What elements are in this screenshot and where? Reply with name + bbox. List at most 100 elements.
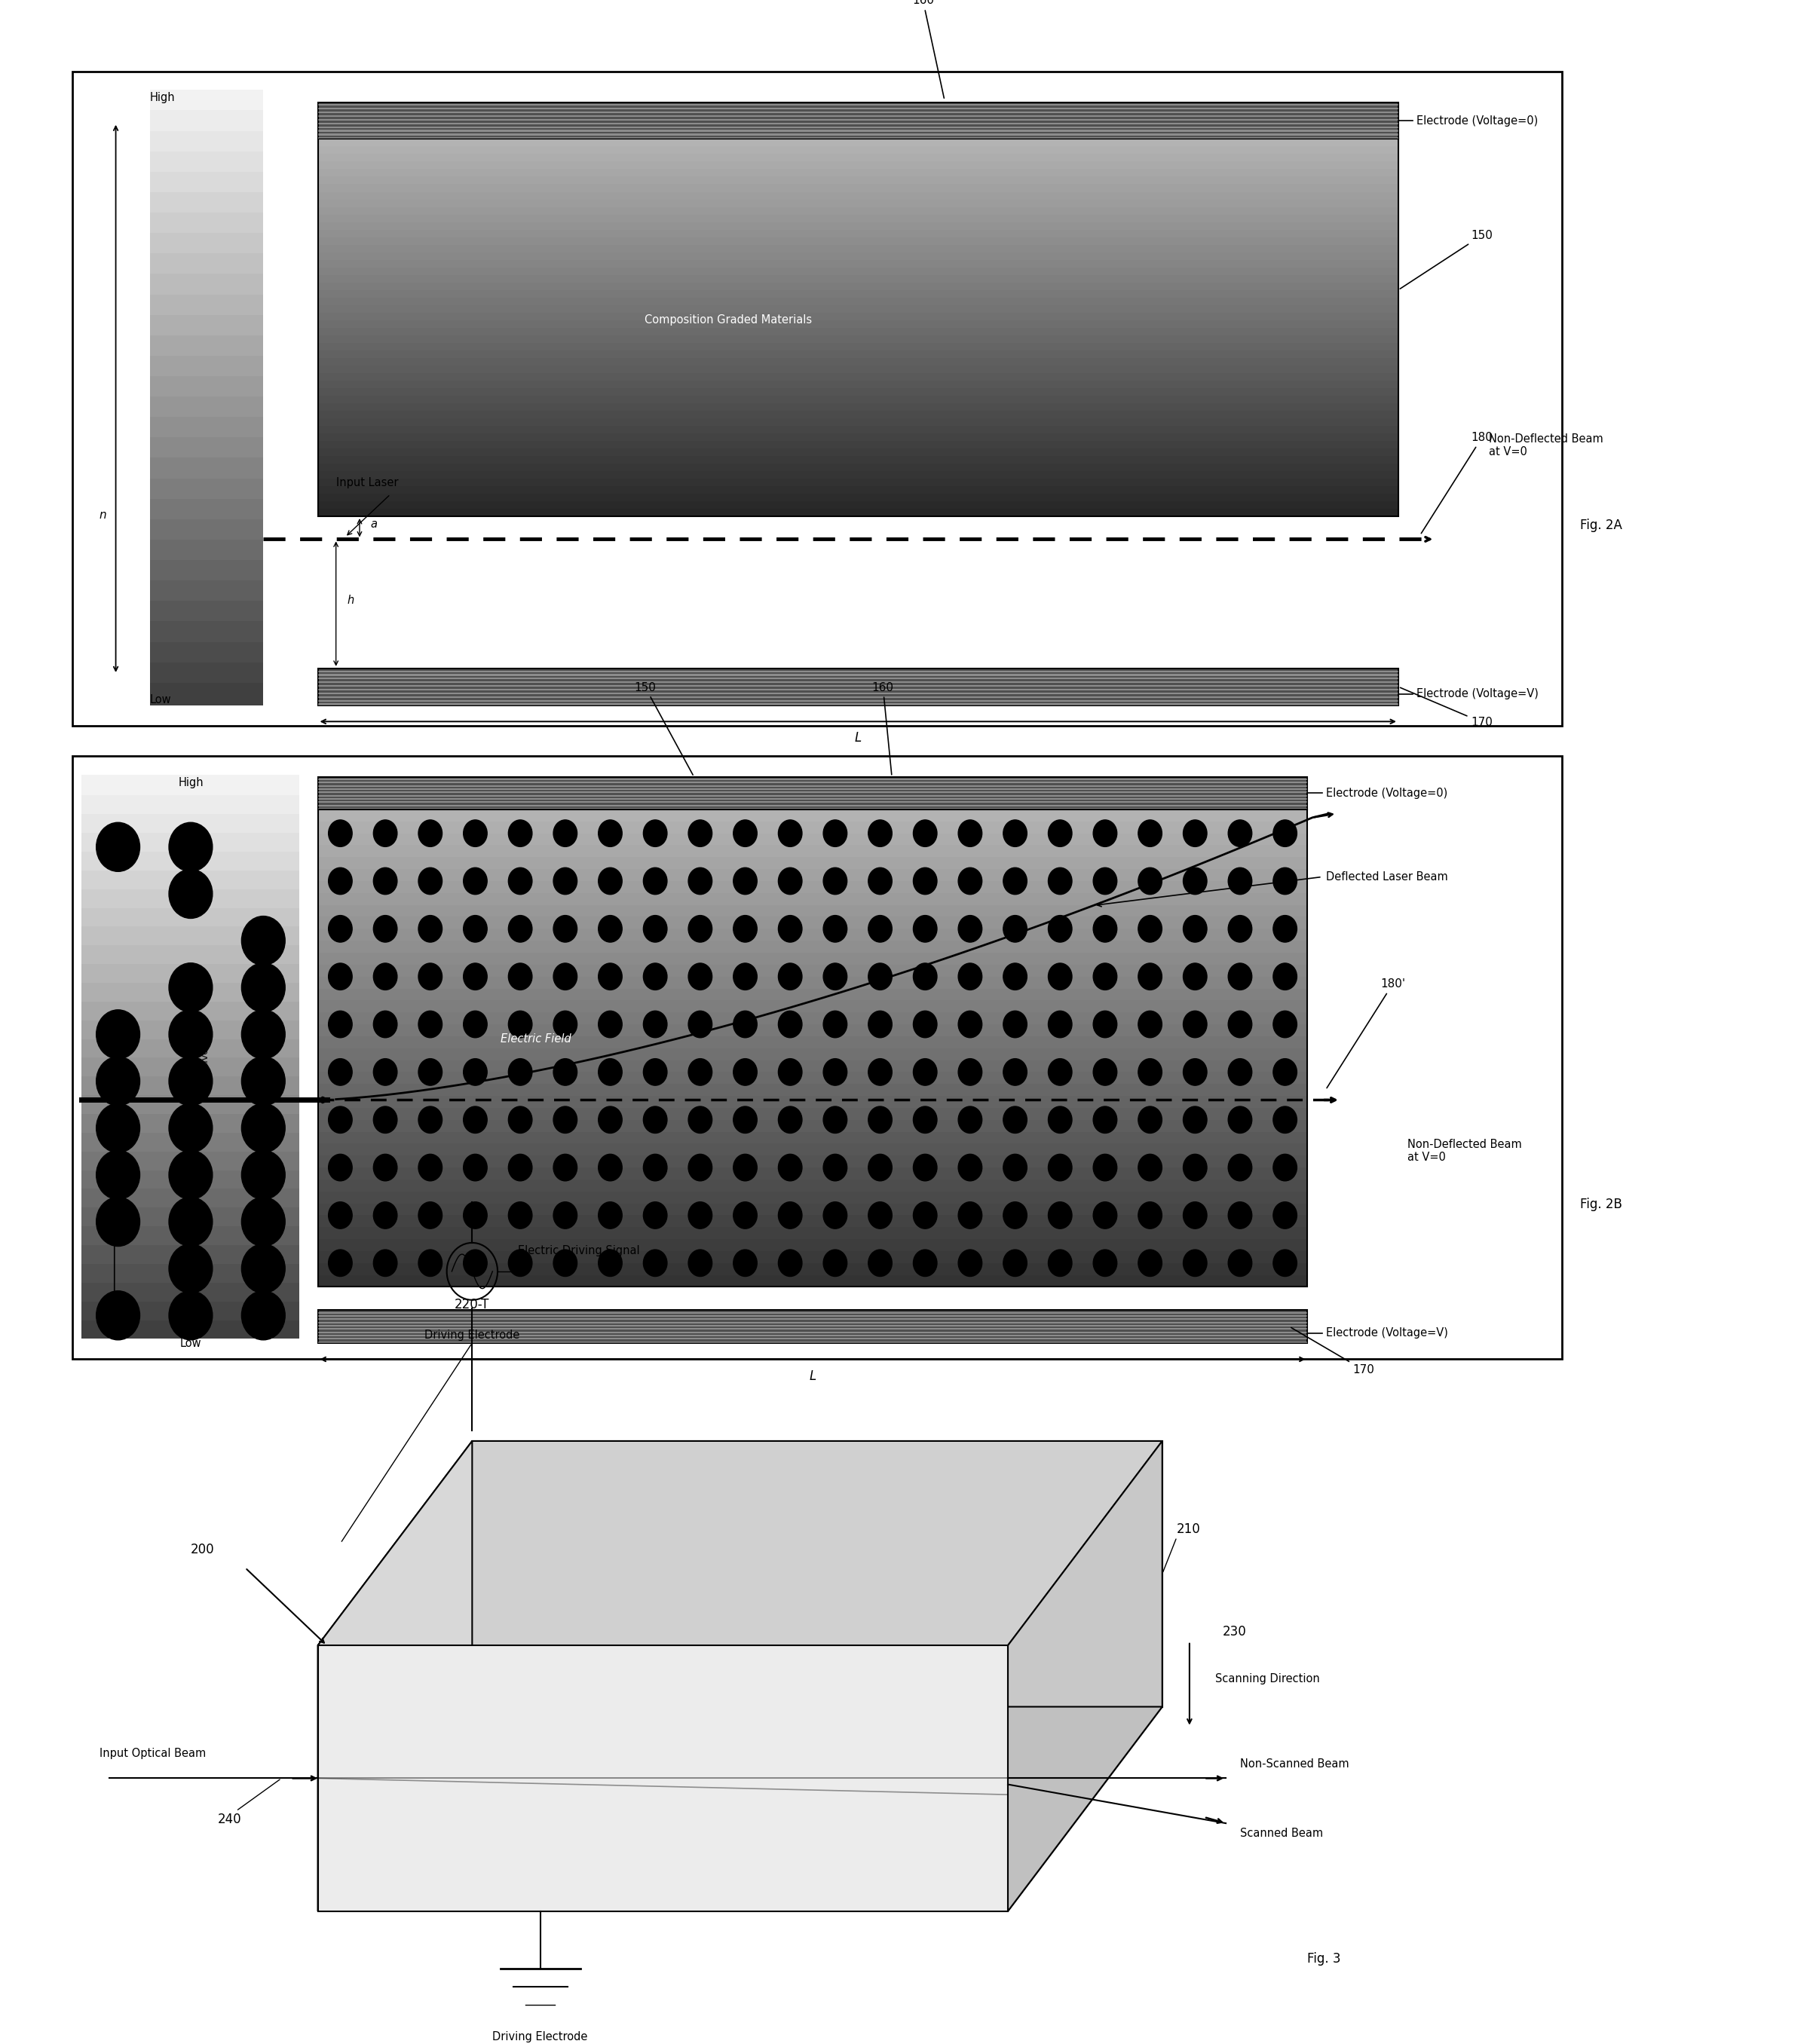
Circle shape [1273,963,1297,989]
Circle shape [959,820,982,846]
Bar [73,756,1562,1359]
Bar [82,963,300,983]
Circle shape [868,963,892,989]
Circle shape [913,820,937,846]
Text: Non-Deflected Beam
at V=0: Non-Deflected Beam at V=0 [1407,1139,1522,1163]
Circle shape [1002,1106,1028,1132]
Text: Fig. 3: Fig. 3 [1308,1952,1340,1964]
Circle shape [242,1104,285,1153]
Circle shape [913,916,937,942]
Bar [82,1206,300,1226]
Circle shape [1139,867,1162,895]
Circle shape [242,1057,285,1106]
Circle shape [554,963,577,989]
Circle shape [554,1012,577,1038]
Circle shape [374,1106,398,1132]
Circle shape [1093,820,1117,846]
Circle shape [1184,820,1208,846]
Polygon shape [1008,1441,1162,1911]
Text: Low: Low [149,693,171,705]
Bar [318,137,1398,147]
Bar [82,1130,300,1151]
Bar [149,478,263,501]
Circle shape [554,1202,577,1228]
Circle shape [779,1202,803,1228]
Circle shape [329,1106,352,1132]
Circle shape [597,1202,623,1228]
Circle shape [823,1202,846,1228]
Circle shape [1093,1059,1117,1085]
Bar [318,1273,1308,1288]
Circle shape [242,1151,285,1200]
Bar [82,1018,300,1038]
Bar [149,172,263,194]
Circle shape [959,867,982,895]
Text: High: High [178,777,203,789]
Bar [82,1036,300,1059]
Bar [149,417,263,439]
Bar [149,131,263,153]
Circle shape [96,1104,140,1153]
Circle shape [959,1249,982,1275]
Circle shape [868,820,892,846]
Text: Non-Scanned Beam: Non-Scanned Beam [1240,1758,1349,1770]
Text: Electrode (Voltage=V): Electrode (Voltage=V) [1326,1327,1447,1339]
Circle shape [1273,916,1297,942]
Circle shape [868,1155,892,1181]
Circle shape [688,1155,712,1181]
Bar [318,668,1398,705]
Circle shape [508,1059,532,1085]
Circle shape [734,916,757,942]
Bar [318,394,1398,403]
Bar [318,1310,1308,1343]
Bar [82,1075,300,1096]
Bar [318,311,1398,321]
Circle shape [823,820,846,846]
Bar [318,462,1398,470]
Bar [149,540,263,562]
Circle shape [169,1292,212,1341]
Circle shape [823,963,846,989]
Circle shape [1048,1059,1071,1085]
Circle shape [823,867,846,895]
Bar [318,1022,1308,1036]
Circle shape [1048,1155,1071,1181]
Text: a: a [370,519,378,529]
Circle shape [1048,916,1071,942]
Circle shape [329,1155,352,1181]
Circle shape [823,916,846,942]
Bar [149,356,263,378]
Bar [149,662,263,685]
Bar [82,1188,300,1208]
Bar [318,963,1308,977]
Circle shape [1002,963,1028,989]
Text: Deflected Laser Beam: Deflected Laser Beam [1326,871,1447,883]
Bar [318,844,1308,856]
Circle shape [779,1059,803,1085]
Circle shape [1273,1202,1297,1228]
Circle shape [329,963,352,989]
Circle shape [1228,1155,1251,1181]
Bar [82,793,300,814]
Circle shape [1273,1249,1297,1275]
Text: Electrode (Voltage=V): Electrode (Voltage=V) [1416,689,1538,699]
Bar [318,1190,1308,1204]
Bar [149,642,263,664]
Circle shape [1139,916,1162,942]
Bar [318,227,1398,237]
Circle shape [463,916,487,942]
Bar [82,869,300,889]
Circle shape [779,963,803,989]
Circle shape [1228,1106,1251,1132]
Circle shape [508,820,532,846]
Bar [318,347,1398,358]
Circle shape [688,963,712,989]
Circle shape [913,867,937,895]
Circle shape [374,867,398,895]
Circle shape [463,1202,487,1228]
Bar [149,560,263,583]
Bar [318,987,1308,1000]
Circle shape [1139,1155,1162,1181]
Bar [82,1280,300,1302]
Text: 180': 180' [1327,979,1406,1087]
